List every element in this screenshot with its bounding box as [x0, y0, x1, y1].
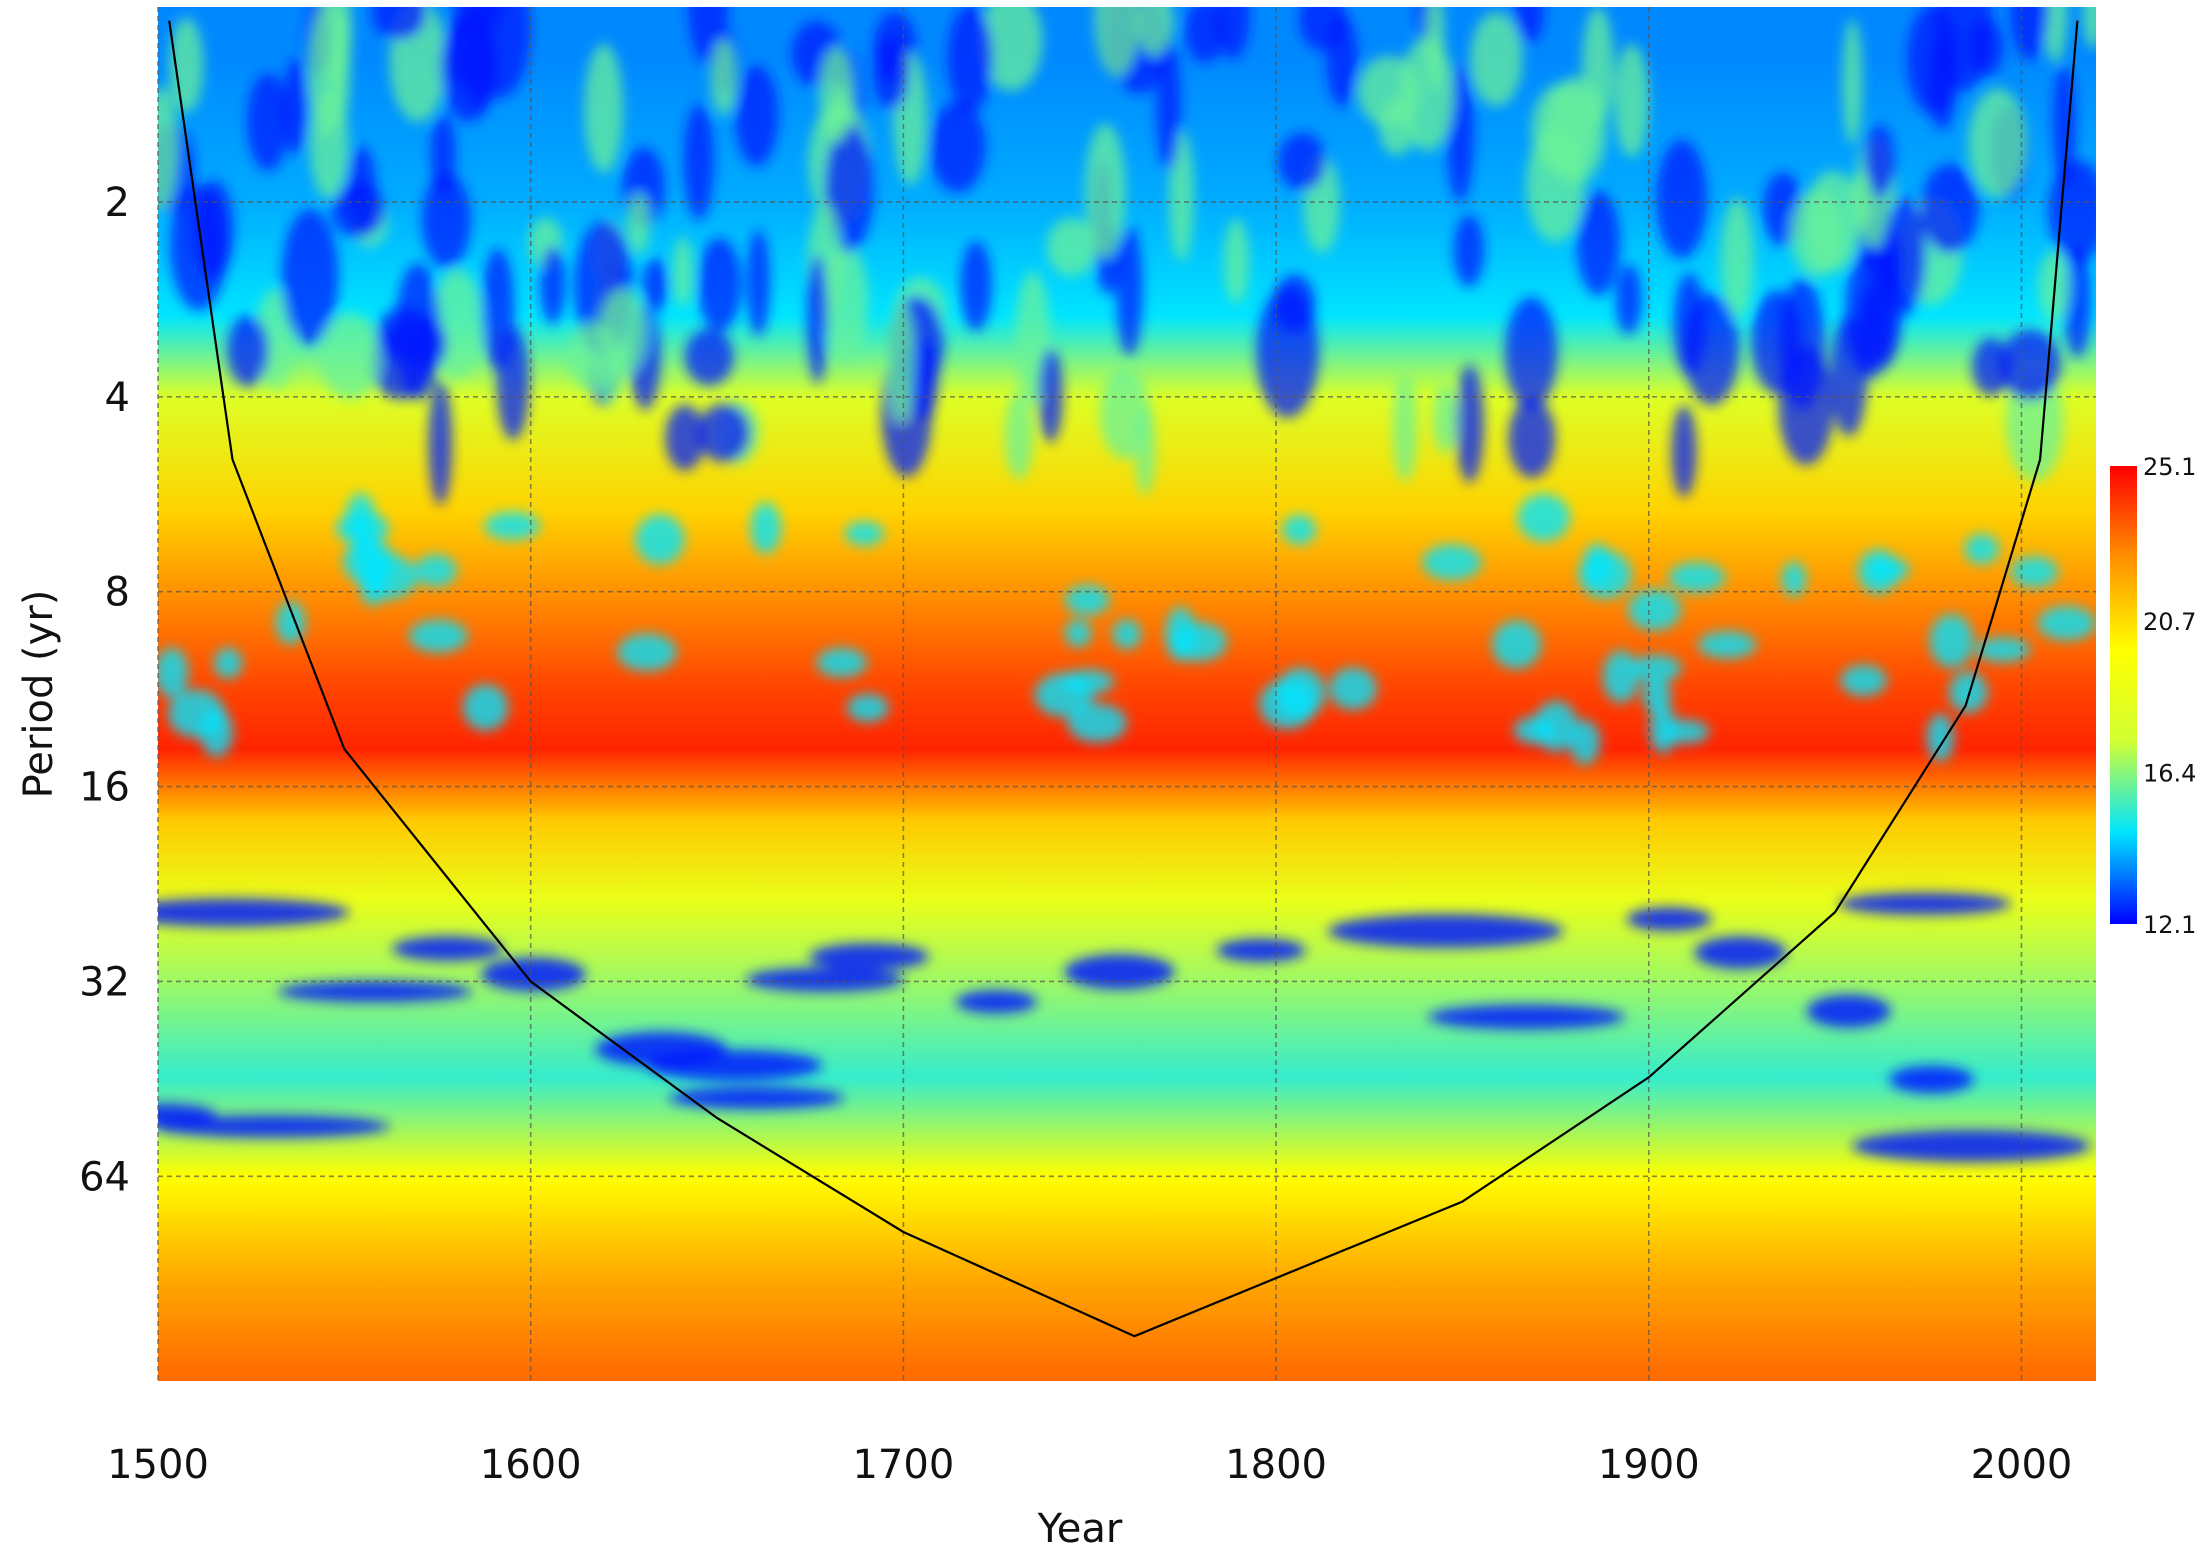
x-tick-label: 1900 — [1598, 1442, 1700, 1488]
colorbar-ticks: 25.1 20.7 16.4 12.1 — [2143, 453, 2196, 939]
x-tick-label: 1500 — [107, 1442, 209, 1488]
colorbar-bar — [2110, 466, 2137, 924]
x-axis-label: Year — [1037, 1506, 1123, 1552]
colorbar-tick-label: 20.7 — [2143, 608, 2196, 636]
colorbar-tick-label: 25.1 — [2143, 453, 2196, 481]
y-tick-label: 64 — [79, 1154, 130, 1200]
plot-area — [157, 7, 2096, 1381]
colorbar: 25.1 20.7 16.4 12.1 — [2110, 453, 2196, 939]
cone-of-influence — [168, 20, 2079, 1338]
x-tick-label: 1600 — [480, 1442, 582, 1488]
x-tick-label: 1800 — [1225, 1442, 1327, 1488]
x-axis-ticks: 1500 1600 1700 1800 1900 2000 — [107, 1442, 2072, 1488]
colorbar-tick-label: 12.1 — [2143, 911, 2196, 939]
y-tick-label: 16 — [79, 765, 130, 811]
y-tick-label: 4 — [105, 375, 130, 421]
colorbar-tick-label: 16.4 — [2143, 760, 2196, 788]
x-tick-label: 2000 — [1971, 1442, 2073, 1488]
y-tick-label: 8 — [105, 570, 130, 616]
y-tick-label: 2 — [105, 180, 130, 226]
power-texture — [158, 7, 2096, 1162]
grid-lines — [157, 7, 2096, 1381]
x-tick-label: 1700 — [852, 1442, 954, 1488]
y-axis-label: Period (yr) — [16, 590, 62, 799]
y-axis-ticks: 2 4 8 16 32 64 — [79, 180, 130, 1200]
y-tick-label: 32 — [79, 959, 130, 1005]
